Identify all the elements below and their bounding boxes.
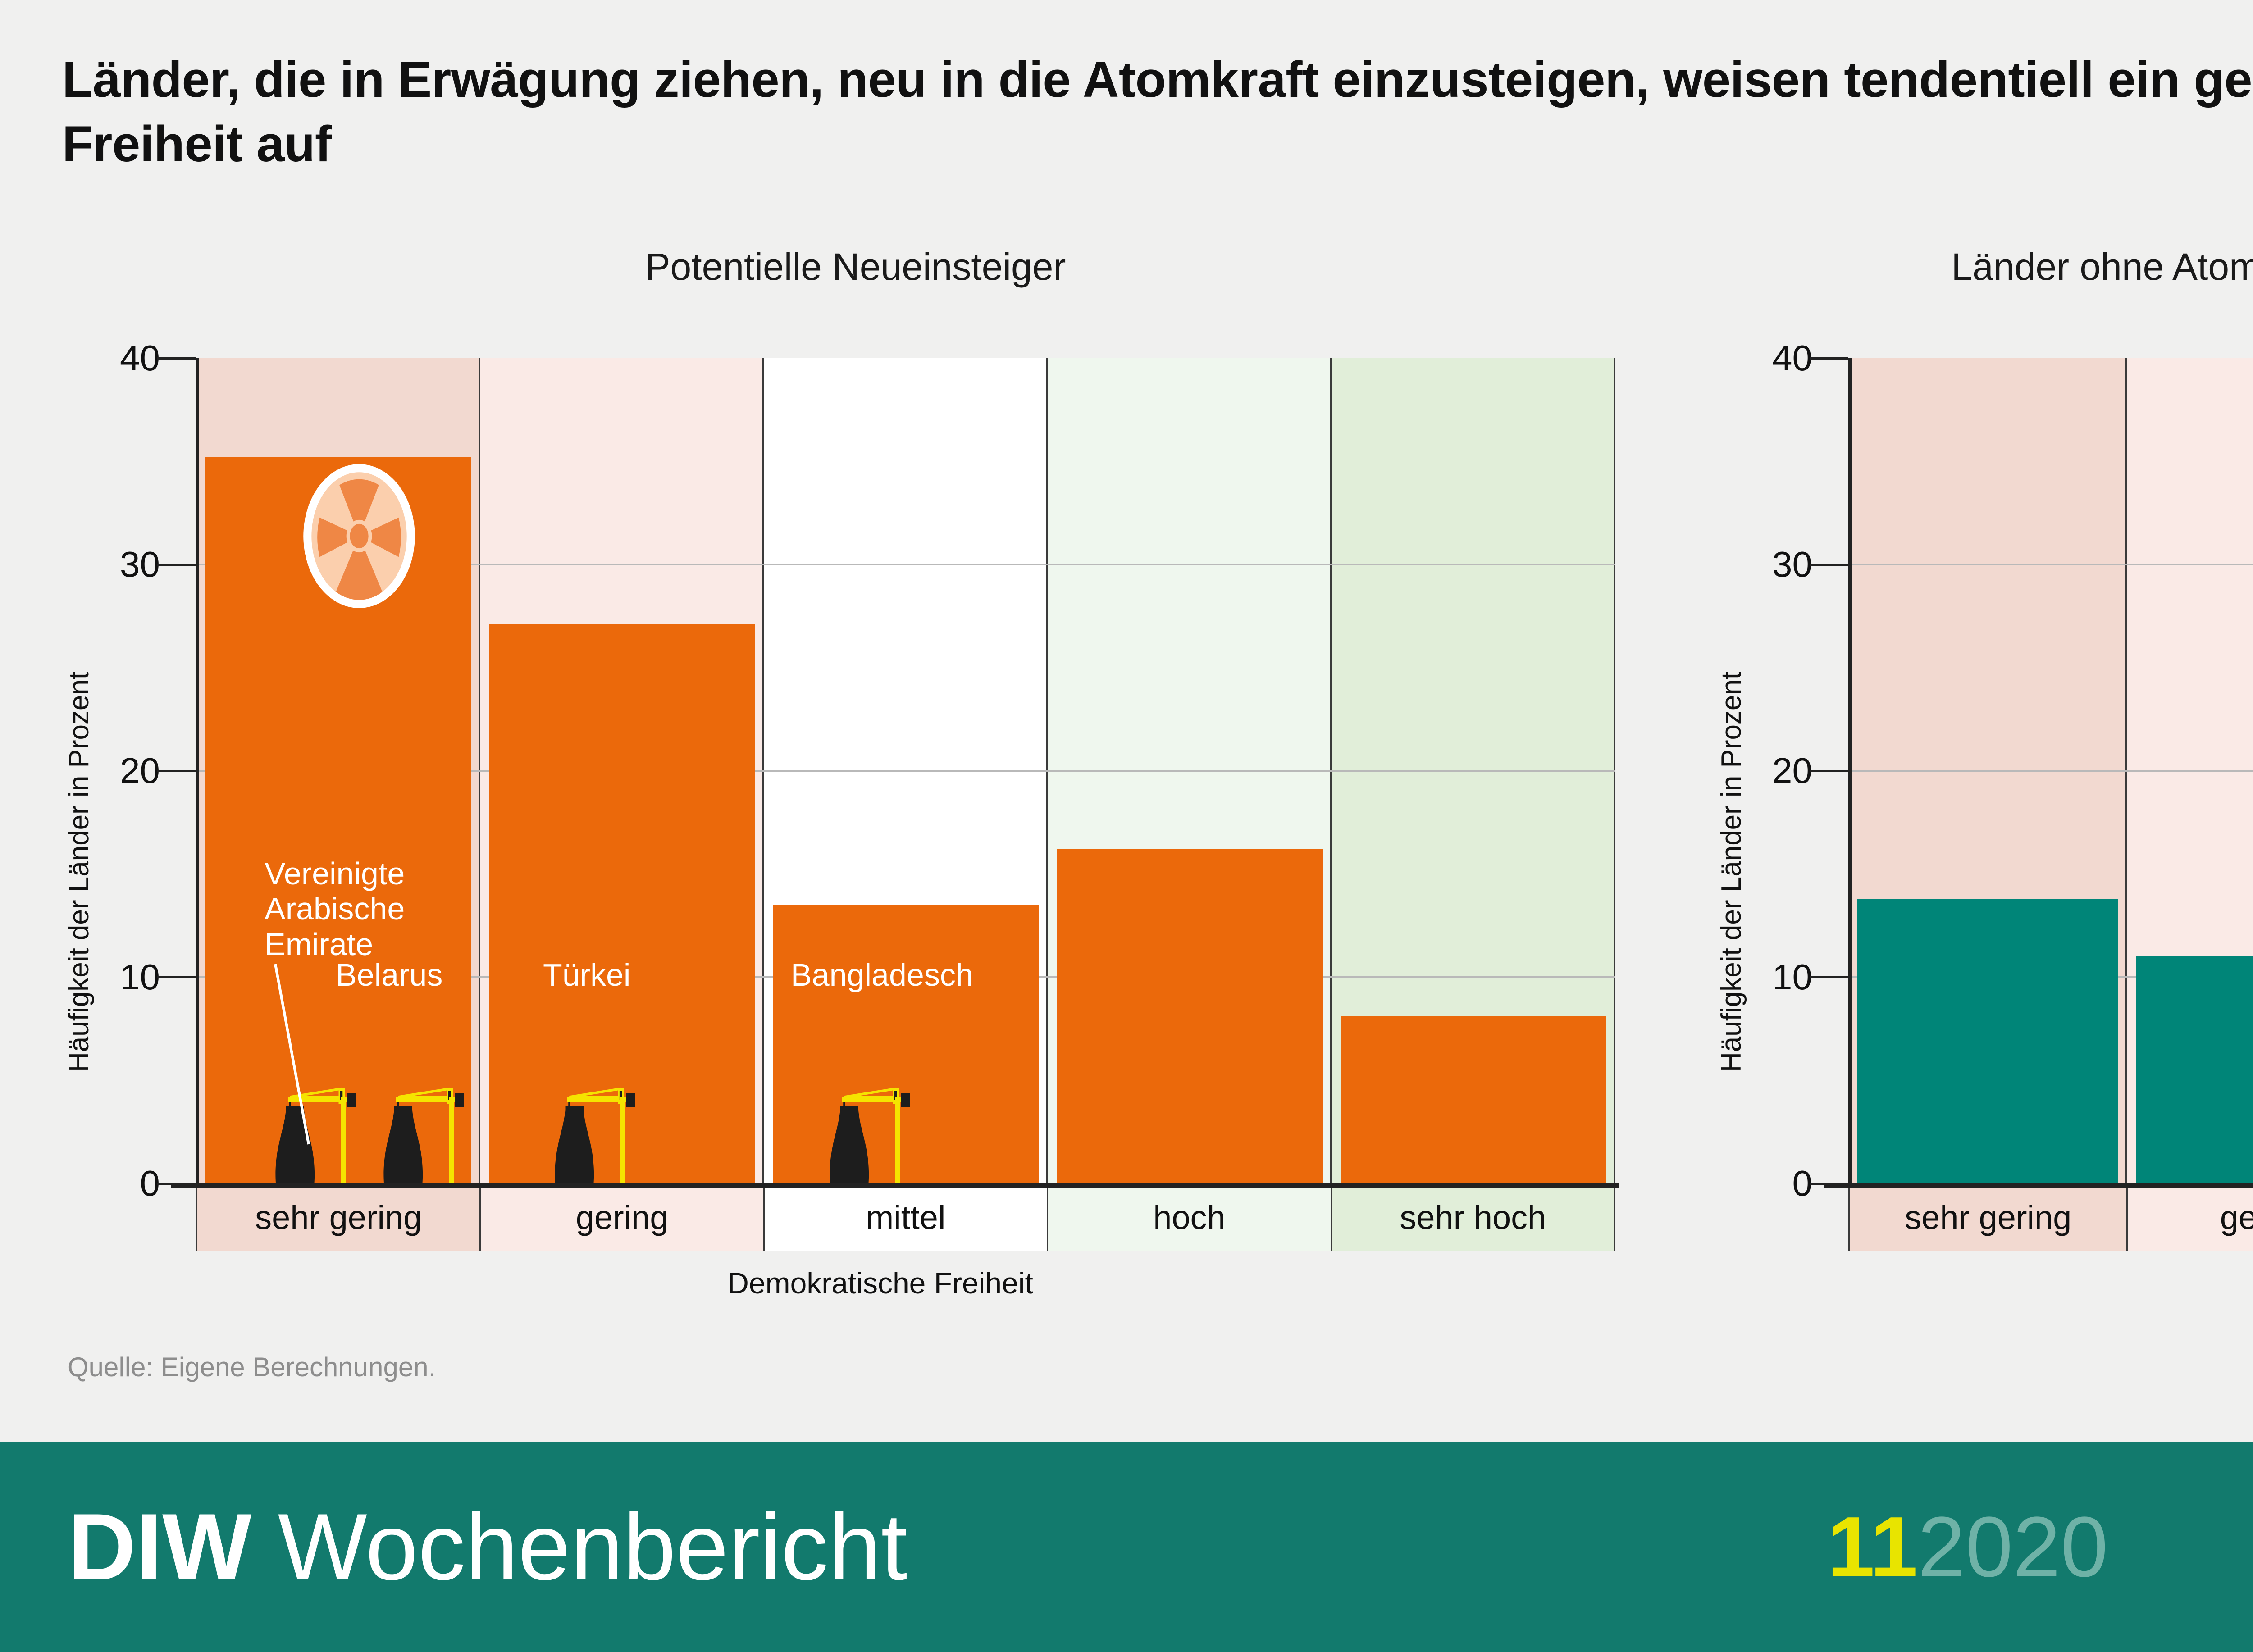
radiation-icon [301,462,418,610]
y-tick-label-40: 40 [1772,338,1812,378]
y-tick-10 [157,976,196,978]
gridline-30 [196,564,1615,565]
chart-left-x-axis [171,1183,1619,1188]
footer-bar: DIW Wochenbericht 112020 DIW BERLIN [0,1442,2253,1652]
y-tick-30 [157,564,196,566]
x-category-label-3: hoch [1048,1183,1332,1251]
x-category-label-0: sehr gering [1848,1183,2128,1251]
nuclear-plant-icon-bangladesch [818,1075,940,1183]
chart-left-y-axis [196,358,199,1183]
x-category-label-1: gering [481,1183,765,1251]
bar-sehr-gering[interactable] [1857,898,2118,1183]
y-tick-label-10: 10 [120,957,160,997]
chart-right-x-axis-title: Demokratische Freiheit [1652,1266,2253,1300]
issue-number: 11 [1827,1499,1918,1595]
x-category-label-1: gering [2128,1183,2253,1251]
nuclear-plant-icon-tuerkei [543,1075,665,1183]
y-tick-20 [1810,770,1848,772]
gridline-20 [196,770,1615,772]
issue-year: 2020 [1917,1499,2108,1595]
y-tick-label-20: 20 [1772,751,1812,791]
bar-cell-1 [2127,358,2253,1183]
nuclear-plant-icon-belarus [372,1075,493,1183]
chart-right-title: Länder ohne Atomkraft und ohne Pläne für… [1951,246,2253,288]
bar-cell-2 [764,358,1048,1183]
chart-panel-left: Potentielle Neueinsteiger Häufigkeit der… [0,216,1652,1370]
source-note: Quelle: Eigene Berechnungen. [68,1352,436,1382]
chart-left-title: Potentielle Neueinsteiger [645,246,1066,288]
annotation-bangladesch: Bangladesch [791,957,973,992]
bar-cell-0 [1848,358,2127,1183]
bar-sehr-hoch[interactable] [1341,1016,1606,1183]
bar-cell-4 [1332,358,1615,1183]
nuclear-plant-icon-uae [264,1075,385,1183]
x-category-label-0: sehr gering [196,1183,481,1251]
x-category-label-4: sehr hoch [1332,1183,1616,1251]
y-tick-10 [1810,976,1848,978]
footer-brand: DIW Wochenbericht [68,1499,907,1594]
y-tick-label-0: 0 [1792,1163,1813,1203]
y-tick-30 [1810,564,1848,566]
annotation-vae: Vereinigte Arabische Emirate [265,856,405,962]
chart-left-y-axis-title: Häufigkeit der Länder in Prozent [64,671,95,1072]
gridline-20 [1848,770,2253,772]
issue-label: 112020 [1827,1504,2108,1590]
bar-cell-1 [480,358,764,1183]
y-tick-label-30: 30 [1772,544,1812,584]
bar-hoch[interactable] [1057,849,1323,1183]
y-tick-40 [157,357,196,360]
y-tick-40 [1810,357,1848,360]
chart-panel-right: Länder ohne Atomkraft und ohne Pläne für… [1652,216,2253,1370]
chart-right-plot-area: 0 10 20 30 40 [1772,338,2253,1203]
bar-gering[interactable] [2135,956,2253,1183]
chart-right-y-axis-title: Häufigkeit der Länder in Prozent [1716,671,1747,1072]
footer-brand-diw: DIW [68,1493,252,1600]
chart-left-category-labels: sehr gering gering mittel hoch sehr hoch [196,1183,1616,1251]
x-category-label-2: mittel [764,1183,1049,1251]
chart-right-y-axis [1848,358,1852,1183]
annotation-tuerkei: Türkei [543,957,631,992]
annotation-belarus: Belarus [336,957,443,992]
y-tick-20 [157,770,196,772]
page-title: Länder, die in Erwägung ziehen, neu in d… [62,51,2253,173]
chart-left-x-axis-title: Demokratische Freiheit [727,1266,1033,1300]
footer-brand-wochenbericht: Wochenbericht [278,1493,908,1600]
y-tick-label-30: 30 [120,544,160,584]
y-tick-label-10: 10 [1772,957,1812,997]
y-tick-label-0: 0 [140,1163,160,1203]
chart-right-bars [1848,358,2253,1183]
gridline-30 [1848,564,2253,565]
bar-mittel[interactable] [773,905,1039,1183]
y-tick-label-20: 20 [120,751,160,791]
y-tick-label-40: 40 [120,338,160,378]
chart-right-x-axis [1824,1183,2253,1188]
chart-left-plot-area: 0 10 20 30 40 Vereinigte [120,338,1619,1203]
bar-cell-3 [1048,358,1332,1183]
